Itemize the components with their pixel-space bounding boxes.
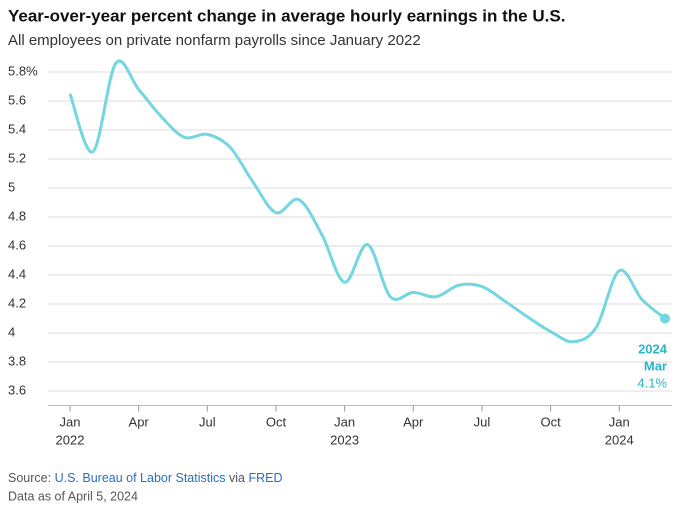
- x-tick-label: Apr: [403, 415, 424, 430]
- chart-subtitle: All employees on private nonfarm payroll…: [8, 32, 421, 49]
- y-tick-label: 4.2: [8, 295, 26, 310]
- line: [68, 59, 666, 344]
- x-tick-label: Jan 2022: [56, 415, 85, 448]
- chart-title: Year-over-year percent change in average…: [8, 6, 565, 25]
- source-via: via: [229, 471, 245, 485]
- value-label: 4.1%: [637, 375, 667, 390]
- annotation: 2024: [638, 341, 668, 356]
- y-tick-label: 3.8: [8, 353, 26, 368]
- x-tick-label: Apr: [129, 415, 150, 430]
- annotation: Mar: [644, 358, 667, 373]
- y-tick-label: 3.6: [8, 382, 26, 397]
- y-tick-label: 5: [8, 179, 15, 194]
- end-point: [660, 313, 670, 324]
- x-tick-label: Oct: [540, 415, 561, 430]
- y-tick-label: 5.8%: [8, 63, 38, 78]
- y-tick-label: 5.4: [8, 121, 26, 136]
- source-label: Source:: [8, 471, 51, 485]
- y-tick-label: 4.8: [8, 208, 26, 223]
- x-tick-label: Oct: [266, 415, 287, 430]
- x-tick-label: Jul: [474, 415, 491, 430]
- y-tick-label: 4: [8, 324, 15, 339]
- x-tick-label: Jan 2023: [330, 415, 359, 448]
- source: Source: U.S. Bureau of Labor Statistics …: [8, 471, 282, 485]
- x-tick-label: Jan 2024: [605, 415, 634, 448]
- y-tick-label: 4.6: [8, 237, 26, 252]
- note: Data as of April 5, 2024: [8, 489, 138, 503]
- source-link[interactable]: U.S. Bureau of Labor Statistics: [55, 471, 226, 485]
- x-tick-label: Jul: [199, 415, 216, 430]
- y-tick-label: 5.6: [8, 92, 26, 107]
- y-tick-label: 4.4: [8, 266, 26, 281]
- source-link[interactable]: FRED: [248, 471, 282, 485]
- y-tick-label: 5.2: [8, 150, 26, 165]
